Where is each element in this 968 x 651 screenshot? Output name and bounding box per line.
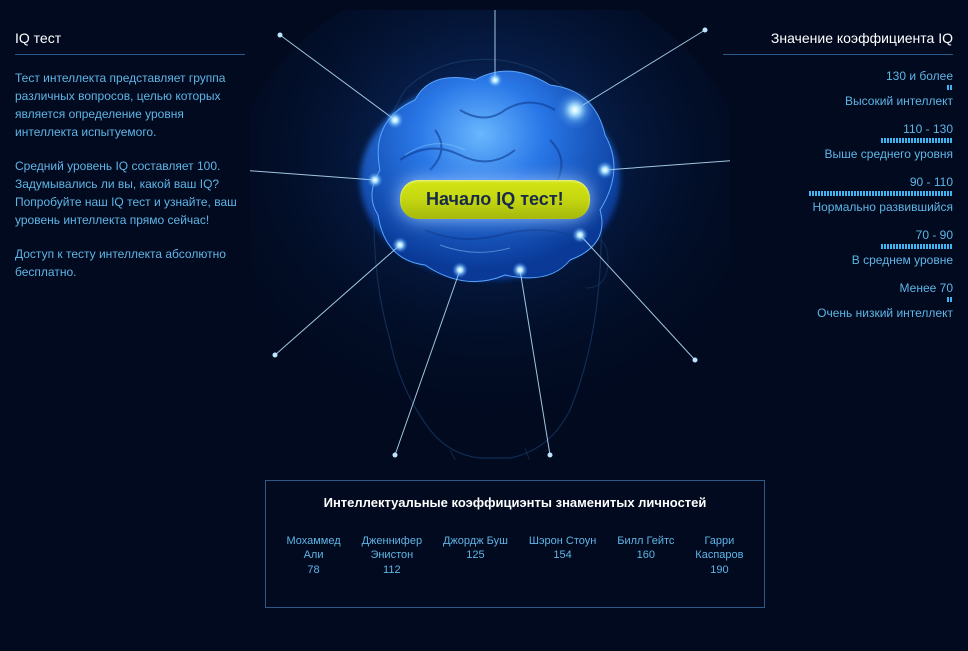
celebrity-item: Шэрон Стоун154 bbox=[529, 534, 597, 577]
brain-illustration bbox=[250, 10, 730, 460]
intro-paragraph-2: Средний уровень IQ составляет 100. Задум… bbox=[15, 157, 245, 229]
celebrity-item: Джордж Буш125 bbox=[443, 534, 508, 577]
intro-paragraph-1: Тест интеллекта представляет группа разл… bbox=[15, 69, 245, 141]
iq-range-label: Нормально развившийся bbox=[723, 200, 953, 214]
celebrity-item: МохаммедАли78 bbox=[286, 534, 340, 577]
iq-range-value: 70 - 90 bbox=[723, 228, 953, 242]
iq-range-value: 130 и более bbox=[723, 69, 953, 83]
iq-range-value: 90 - 110 bbox=[723, 175, 953, 189]
iq-distribution-bar bbox=[947, 85, 953, 90]
iq-range-item: Менее 70 Очень низкий интеллект bbox=[723, 281, 953, 320]
iq-range-item: 90 - 110 Нормально развившийся bbox=[723, 175, 953, 214]
iq-range-value: Менее 70 bbox=[723, 281, 953, 295]
iq-range-label: Выше среднего уровня bbox=[723, 147, 953, 161]
right-title: Значение коэффициента IQ bbox=[723, 30, 953, 55]
celebrity-iq-box: Интеллектуальные коэффициэнты знаменитых… bbox=[265, 480, 765, 608]
iq-range-item: 130 и более Высокий интеллект bbox=[723, 69, 953, 108]
right-panel: Значение коэффициента IQ 130 и более Высо… bbox=[723, 30, 953, 334]
iq-range-value: 110 - 130 bbox=[723, 122, 953, 136]
iq-range-item: 110 - 130 Выше среднего уровня bbox=[723, 122, 953, 161]
left-title: IQ тест bbox=[15, 30, 245, 55]
iq-distribution-bar bbox=[881, 244, 953, 249]
celebrity-item: Билл Гейтс160 bbox=[617, 534, 674, 577]
iq-range-label: Очень низкий интеллект bbox=[723, 306, 953, 320]
celebrity-item: ДженниферЭнистон112 bbox=[362, 534, 423, 577]
celebrity-title: Интеллектуальные коэффициэнты знаменитых… bbox=[276, 495, 754, 510]
iq-range-label: В среднем уровне bbox=[723, 253, 953, 267]
iq-distribution-bar bbox=[947, 297, 953, 302]
iq-distribution-bar bbox=[881, 138, 953, 143]
iq-distribution-bar bbox=[809, 191, 953, 196]
iq-range-item: 70 - 90 В среднем уровне bbox=[723, 228, 953, 267]
iq-range-label: Высокий интеллект bbox=[723, 94, 953, 108]
start-test-button[interactable]: Начало IQ тест! bbox=[400, 180, 590, 219]
intro-paragraph-3: Доступ к тесту интеллекта абсолютно бесп… bbox=[15, 245, 245, 281]
left-panel: IQ тест Тест интеллекта представляет гру… bbox=[15, 30, 245, 297]
celebrity-item: ГарриКаспаров190 bbox=[695, 534, 743, 577]
